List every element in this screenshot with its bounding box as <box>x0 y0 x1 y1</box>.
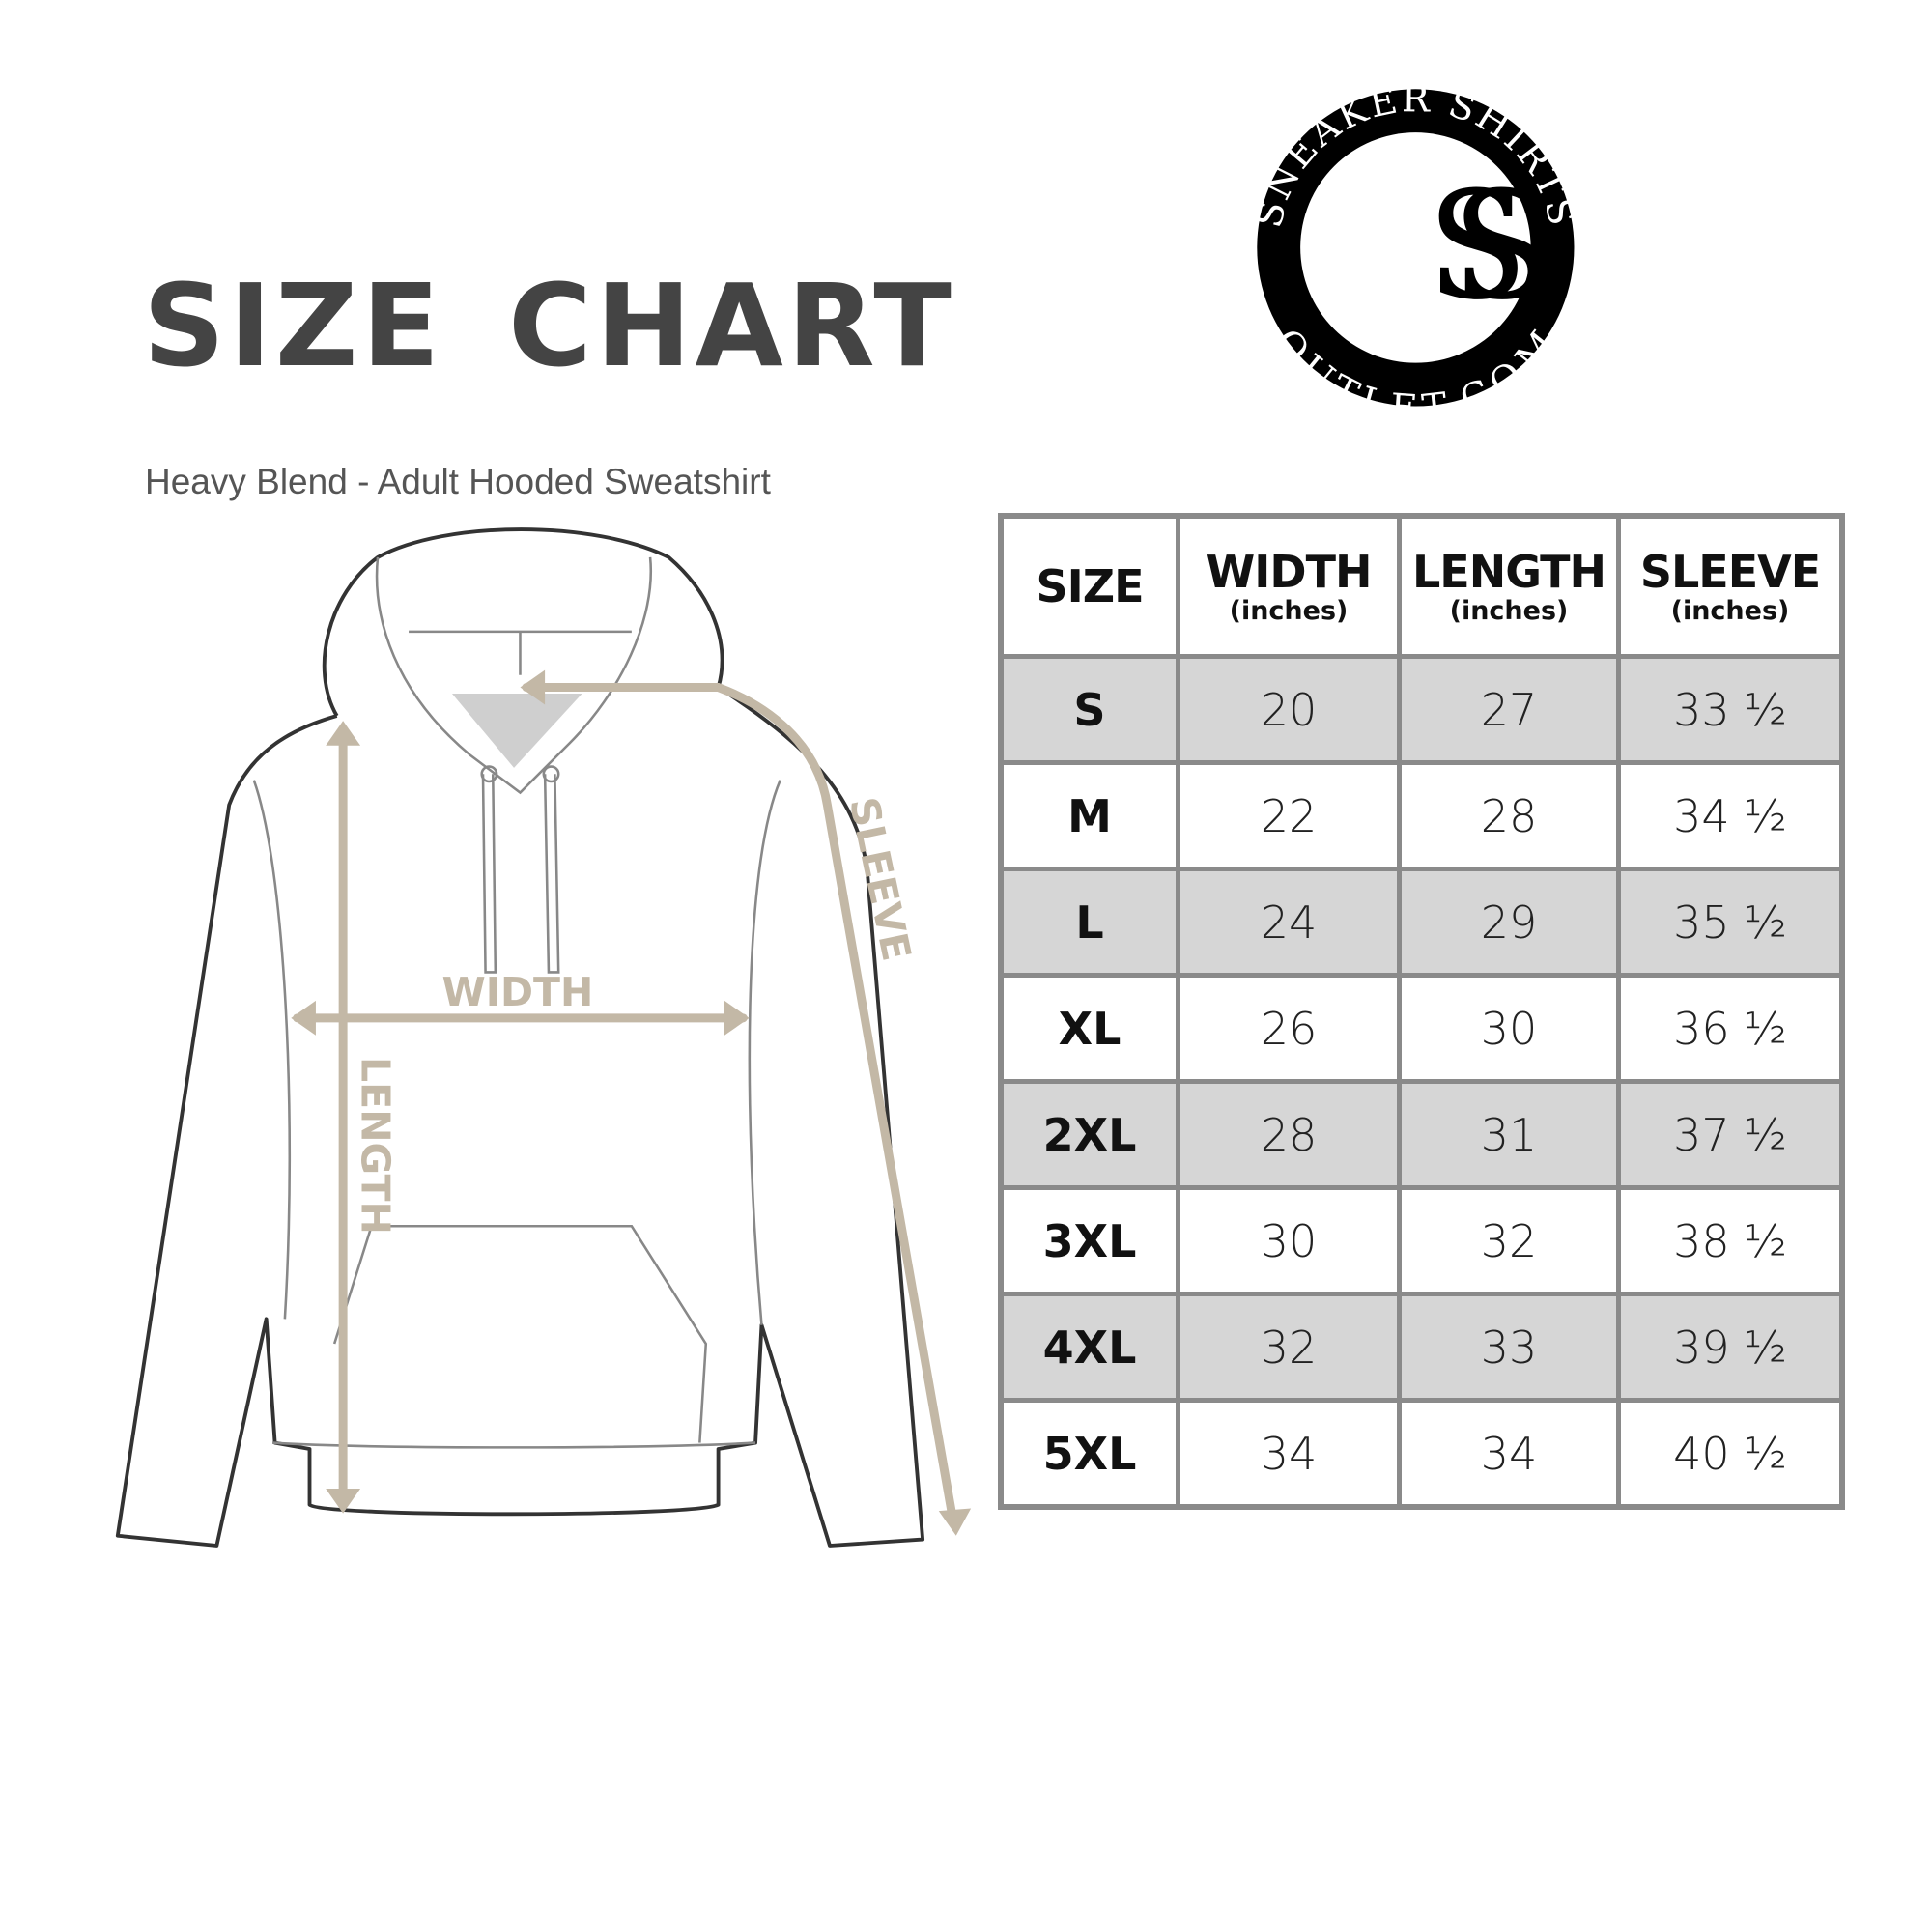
table-header-row: SIZE WIDTH (inches) LENGTH (inches) SLEEVE… <box>998 513 1845 659</box>
table-row: 4XL 32 33 39 ½ <box>998 1292 1845 1403</box>
hoodie-outline <box>115 527 925 1548</box>
size-cell: S <box>998 654 1180 765</box>
header-sleeve: SLEEVE (inches) <box>1616 513 1845 659</box>
table-row: L 24 29 35 ½ <box>998 867 1845 978</box>
table-row: 5XL 34 34 40 ½ <box>998 1398 1845 1510</box>
table-row: 2XL 28 31 37 ½ <box>998 1079 1845 1190</box>
width-label: WIDTH <box>441 969 593 1015</box>
length-cell: 27 <box>1397 654 1621 765</box>
header-size: SIZE <box>998 513 1180 659</box>
length-cell: 28 <box>1397 760 1621 871</box>
size-table: SIZE WIDTH (inches) LENGTH (inches) SLEEVE… <box>998 513 1845 1510</box>
sleeve-cell: 33 ½ <box>1616 654 1845 765</box>
size-cell: 2XL <box>998 1079 1180 1190</box>
header-length: LENGTH (inches) <box>1397 513 1621 659</box>
width-cell: 32 <box>1176 1292 1402 1403</box>
size-cell: 4XL <box>998 1292 1180 1403</box>
width-cell: 28 <box>1176 1079 1402 1190</box>
length-label: LENGTH <box>352 1057 398 1235</box>
length-cell: 31 <box>1397 1079 1621 1190</box>
length-cell: 29 <box>1397 867 1621 978</box>
brand-logo: SNEAKER SHIRTS OUTLET.COM SS <box>1247 77 1618 431</box>
length-cell: 32 <box>1397 1185 1621 1296</box>
sleeve-cell: 37 ½ <box>1616 1079 1845 1190</box>
sleeve-cell: 34 ½ <box>1616 760 1845 871</box>
size-cell: XL <box>998 973 1180 1084</box>
width-cell: 34 <box>1176 1398 1402 1510</box>
size-cell: M <box>998 760 1180 871</box>
measure-arrows <box>293 683 958 1528</box>
width-cell: 22 <box>1176 760 1402 871</box>
length-cell: 34 <box>1397 1398 1621 1510</box>
length-cell: 33 <box>1397 1292 1621 1403</box>
size-cell: L <box>998 867 1180 978</box>
sleeve-cell: 40 ½ <box>1616 1398 1845 1510</box>
length-cell: 30 <box>1397 973 1621 1084</box>
width-cell: 20 <box>1176 654 1402 765</box>
page-title: SIZE CHART <box>143 259 955 392</box>
table-row: 3XL 30 32 38 ½ <box>998 1185 1845 1296</box>
size-cell: 5XL <box>998 1398 1180 1510</box>
sleeve-cell: 36 ½ <box>1616 973 1845 1084</box>
hood-lining <box>451 693 582 768</box>
sleeve-cell: 38 ½ <box>1616 1185 1845 1296</box>
table-row: S 20 27 33 ½ <box>998 654 1845 765</box>
sleeve-cell: 39 ½ <box>1616 1292 1845 1403</box>
product-subtitle: Heavy Blend - Adult Hooded Sweatshirt <box>145 462 771 501</box>
width-cell: 30 <box>1176 1185 1402 1296</box>
table-row: M 22 28 34 ½ <box>998 760 1845 871</box>
header-width: WIDTH (inches) <box>1176 513 1402 659</box>
sleeve-cell: 35 ½ <box>1616 867 1845 978</box>
width-cell: 26 <box>1176 973 1402 1084</box>
width-cell: 24 <box>1176 867 1402 978</box>
size-cell: 3XL <box>998 1185 1180 1296</box>
table-row: XL 26 30 36 ½ <box>998 973 1845 1084</box>
